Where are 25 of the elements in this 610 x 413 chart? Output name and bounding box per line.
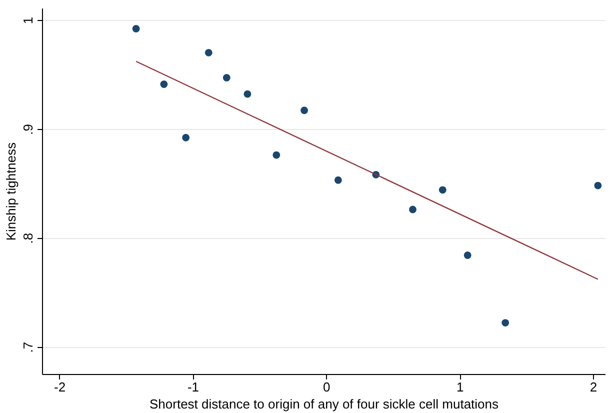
point <box>334 176 342 184</box>
x-tick-label: -1 <box>187 380 200 394</box>
point <box>464 252 472 259</box>
y-tick-label: .8 <box>20 232 36 244</box>
point <box>160 80 168 88</box>
x-axis-title: Shortest distance to origin of any of four sickle cell mutations <box>149 396 499 412</box>
point <box>244 90 252 98</box>
y-axis-title: Kinship tightness <box>4 142 18 241</box>
x-tick-label: 2 <box>590 380 598 394</box>
y-tick-label: 1 <box>20 16 36 24</box>
point <box>300 106 308 114</box>
point <box>222 74 230 82</box>
point <box>204 48 212 56</box>
point <box>438 186 446 194</box>
y-tick-label: .9 <box>20 124 36 135</box>
point <box>594 182 602 190</box>
x-tick-label: 1 <box>456 380 464 394</box>
point <box>132 24 140 32</box>
point <box>272 151 280 159</box>
x-tick-label: -2 <box>54 380 66 394</box>
y-tick-label: .7 <box>20 342 36 353</box>
point <box>409 206 416 214</box>
x-tick-label: 0 <box>323 380 330 394</box>
point <box>182 134 190 142</box>
point <box>502 319 510 327</box>
